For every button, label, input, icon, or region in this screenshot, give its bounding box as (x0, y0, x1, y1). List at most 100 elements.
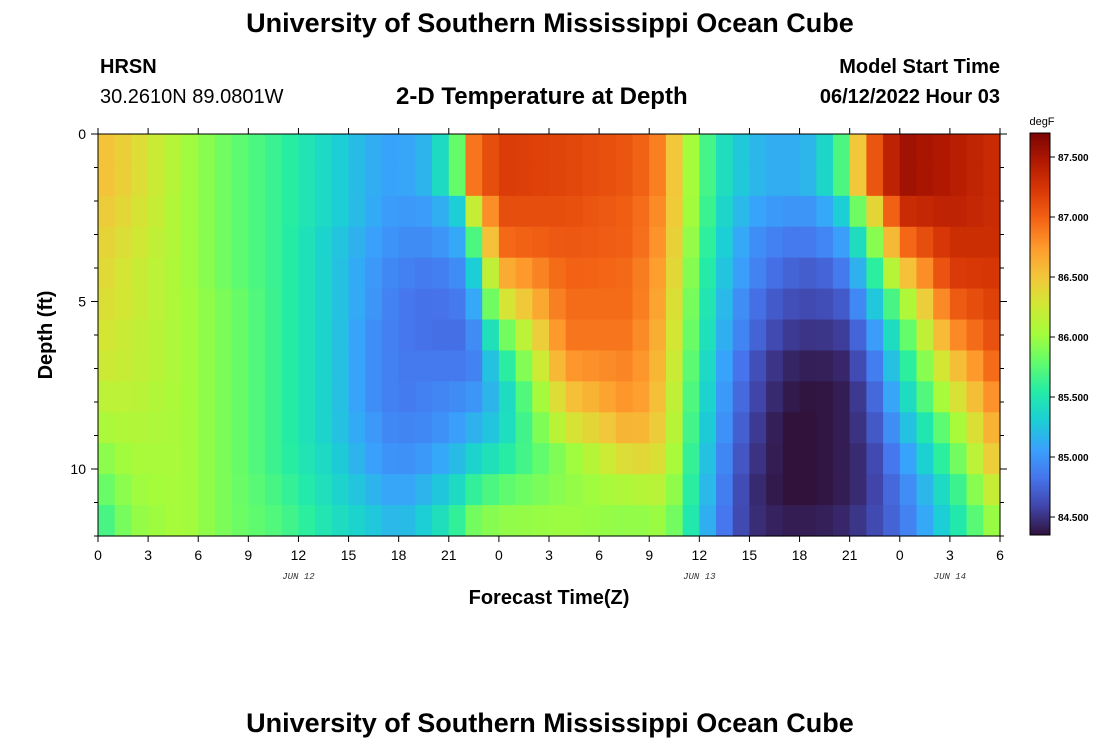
heatmap-cell (298, 226, 316, 259)
heatmap-cell (265, 164, 283, 197)
station-name: HRSN (100, 56, 157, 78)
heatmap-cell (381, 474, 400, 506)
heatmap-cell (381, 195, 400, 228)
heatmap-cell (966, 164, 984, 197)
heatmap-cell (231, 505, 249, 537)
heatmap-cell (866, 412, 884, 444)
heatmap-cell (365, 195, 383, 228)
heatmap-cell (933, 319, 951, 352)
heatmap-cell (281, 134, 300, 166)
heatmap-cell (682, 350, 700, 382)
heatmap-cell (498, 505, 517, 537)
heatmap-cell (565, 319, 583, 352)
heatmap-cell (365, 226, 383, 259)
heatmap-cell (949, 505, 968, 537)
heatmap-cell (866, 257, 884, 290)
colorbar-tick-label: 87.000 (1058, 213, 1089, 224)
heatmap-cell (699, 474, 717, 506)
heatmap-cell (949, 195, 968, 228)
x-tick-label: 0 (495, 547, 503, 563)
heatmap-cell (198, 443, 216, 475)
heatmap-cell (665, 195, 684, 228)
heatmap-cell (665, 319, 684, 352)
heatmap-cell (816, 412, 834, 444)
heatmap-cell (148, 164, 166, 197)
heatmap-cell (465, 288, 483, 321)
heatmap-cell (832, 381, 851, 413)
x-tick-label: 9 (645, 547, 653, 563)
heatmap-cell (248, 164, 266, 197)
heatmap-cell (265, 134, 283, 166)
heatmap-cell (181, 195, 199, 228)
heatmap-cell (448, 319, 467, 352)
heatmap-cell (866, 443, 884, 475)
heatmap-cell (615, 319, 634, 352)
heatmap-cell (549, 505, 567, 537)
heatmap-cell (582, 134, 600, 166)
y-tick-label: 5 (78, 294, 86, 310)
heatmap-cell (682, 288, 700, 321)
heatmap-cell (665, 288, 684, 321)
heatmap-cell (114, 412, 132, 444)
x-tick-label: 6 (595, 547, 603, 563)
heatmap-cell (148, 350, 166, 382)
heatmap-cell (599, 164, 617, 197)
heatmap-cell (181, 319, 199, 352)
heatmap-cell (448, 226, 467, 259)
heatmap-cell (816, 443, 834, 475)
heatmap-cell (883, 226, 901, 259)
heatmap-cell (549, 474, 567, 506)
heatmap-cell (883, 381, 901, 413)
heatmap-cell (265, 474, 283, 506)
heatmap-cell (348, 195, 366, 228)
heatmap-cell (532, 226, 550, 259)
heatmap-cell (916, 443, 934, 475)
heatmap-cell (599, 134, 617, 166)
heatmap-cell (799, 474, 817, 506)
heatmap-cell (265, 381, 283, 413)
heatmap-cell (649, 381, 667, 413)
x-tick-label: 18 (792, 547, 808, 563)
heatmap-cell (949, 412, 968, 444)
heatmap-cell (415, 226, 433, 259)
heatmap-cell (782, 443, 801, 475)
heatmap-cell (632, 474, 650, 506)
heatmap-cell (749, 319, 767, 352)
heatmap-cell (248, 226, 266, 259)
heatmap-cell (448, 350, 467, 382)
heatmap-cell (782, 505, 801, 537)
heatmap-cell (749, 257, 767, 290)
heatmap-cell (515, 443, 533, 475)
heatmap-cell (782, 412, 801, 444)
heatmap-cell (432, 319, 450, 352)
heatmap-cell (448, 505, 467, 537)
heatmap-cell (482, 164, 500, 197)
heatmap-cell (198, 257, 216, 290)
heatmap-cell (615, 134, 634, 166)
heatmap-cell (599, 505, 617, 537)
heatmap-cell (599, 412, 617, 444)
heatmap-cell (832, 226, 851, 259)
heatmap-cell (432, 134, 450, 166)
heatmap-cell (866, 350, 884, 382)
heatmap-cell (799, 195, 817, 228)
heatmap-cell (265, 319, 283, 352)
heatmap-cell (298, 443, 316, 475)
y-axis: 0 5 10 (70, 126, 1007, 537)
heatmap-cell (131, 164, 149, 197)
heatmap-cell (899, 412, 918, 444)
heatmap-cell (665, 505, 684, 537)
heatmap-cell (782, 257, 801, 290)
heatmap-cell (732, 381, 751, 413)
heatmap-cell (415, 319, 433, 352)
heatmap-cell (365, 474, 383, 506)
heatmap-cell (649, 474, 667, 506)
heatmap-cell (766, 164, 784, 197)
heatmap-cell (214, 412, 233, 444)
heatmap-cell (949, 319, 968, 352)
heatmap-cell (448, 443, 467, 475)
heatmap-cell (281, 226, 300, 259)
heatmap-cell (849, 443, 867, 475)
heatmap-cell (148, 505, 166, 537)
heatmap-cell (465, 195, 483, 228)
